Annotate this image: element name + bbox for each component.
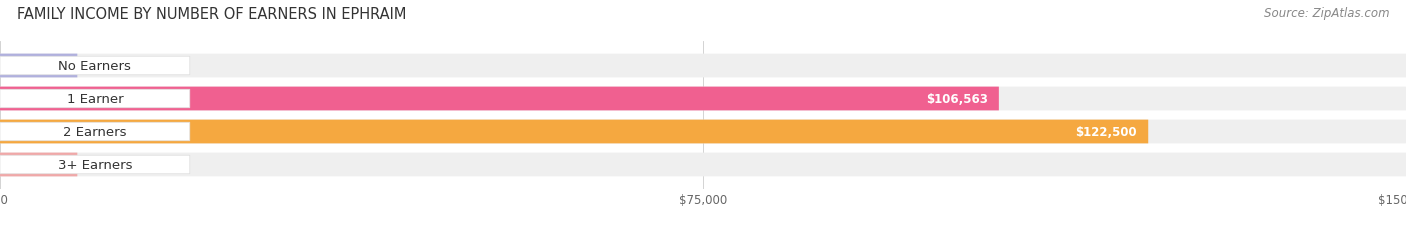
FancyBboxPatch shape — [0, 87, 1406, 111]
Text: $106,563: $106,563 — [925, 93, 987, 106]
Text: $122,500: $122,500 — [1076, 125, 1137, 138]
FancyBboxPatch shape — [0, 153, 1406, 177]
FancyBboxPatch shape — [0, 54, 77, 78]
Text: $0: $0 — [91, 158, 108, 171]
Text: FAMILY INCOME BY NUMBER OF EARNERS IN EPHRAIM: FAMILY INCOME BY NUMBER OF EARNERS IN EP… — [17, 7, 406, 22]
FancyBboxPatch shape — [0, 120, 1149, 144]
FancyBboxPatch shape — [0, 155, 190, 174]
FancyBboxPatch shape — [0, 123, 190, 141]
FancyBboxPatch shape — [0, 120, 1406, 144]
FancyBboxPatch shape — [0, 153, 77, 177]
FancyBboxPatch shape — [0, 90, 190, 108]
FancyBboxPatch shape — [0, 54, 1406, 78]
Text: Source: ZipAtlas.com: Source: ZipAtlas.com — [1264, 7, 1389, 20]
Text: 1 Earner: 1 Earner — [66, 93, 124, 106]
Text: 2 Earners: 2 Earners — [63, 125, 127, 138]
Text: No Earners: No Earners — [59, 60, 131, 73]
Text: 3+ Earners: 3+ Earners — [58, 158, 132, 171]
FancyBboxPatch shape — [0, 87, 998, 111]
Text: $0: $0 — [91, 60, 108, 73]
FancyBboxPatch shape — [0, 57, 190, 76]
